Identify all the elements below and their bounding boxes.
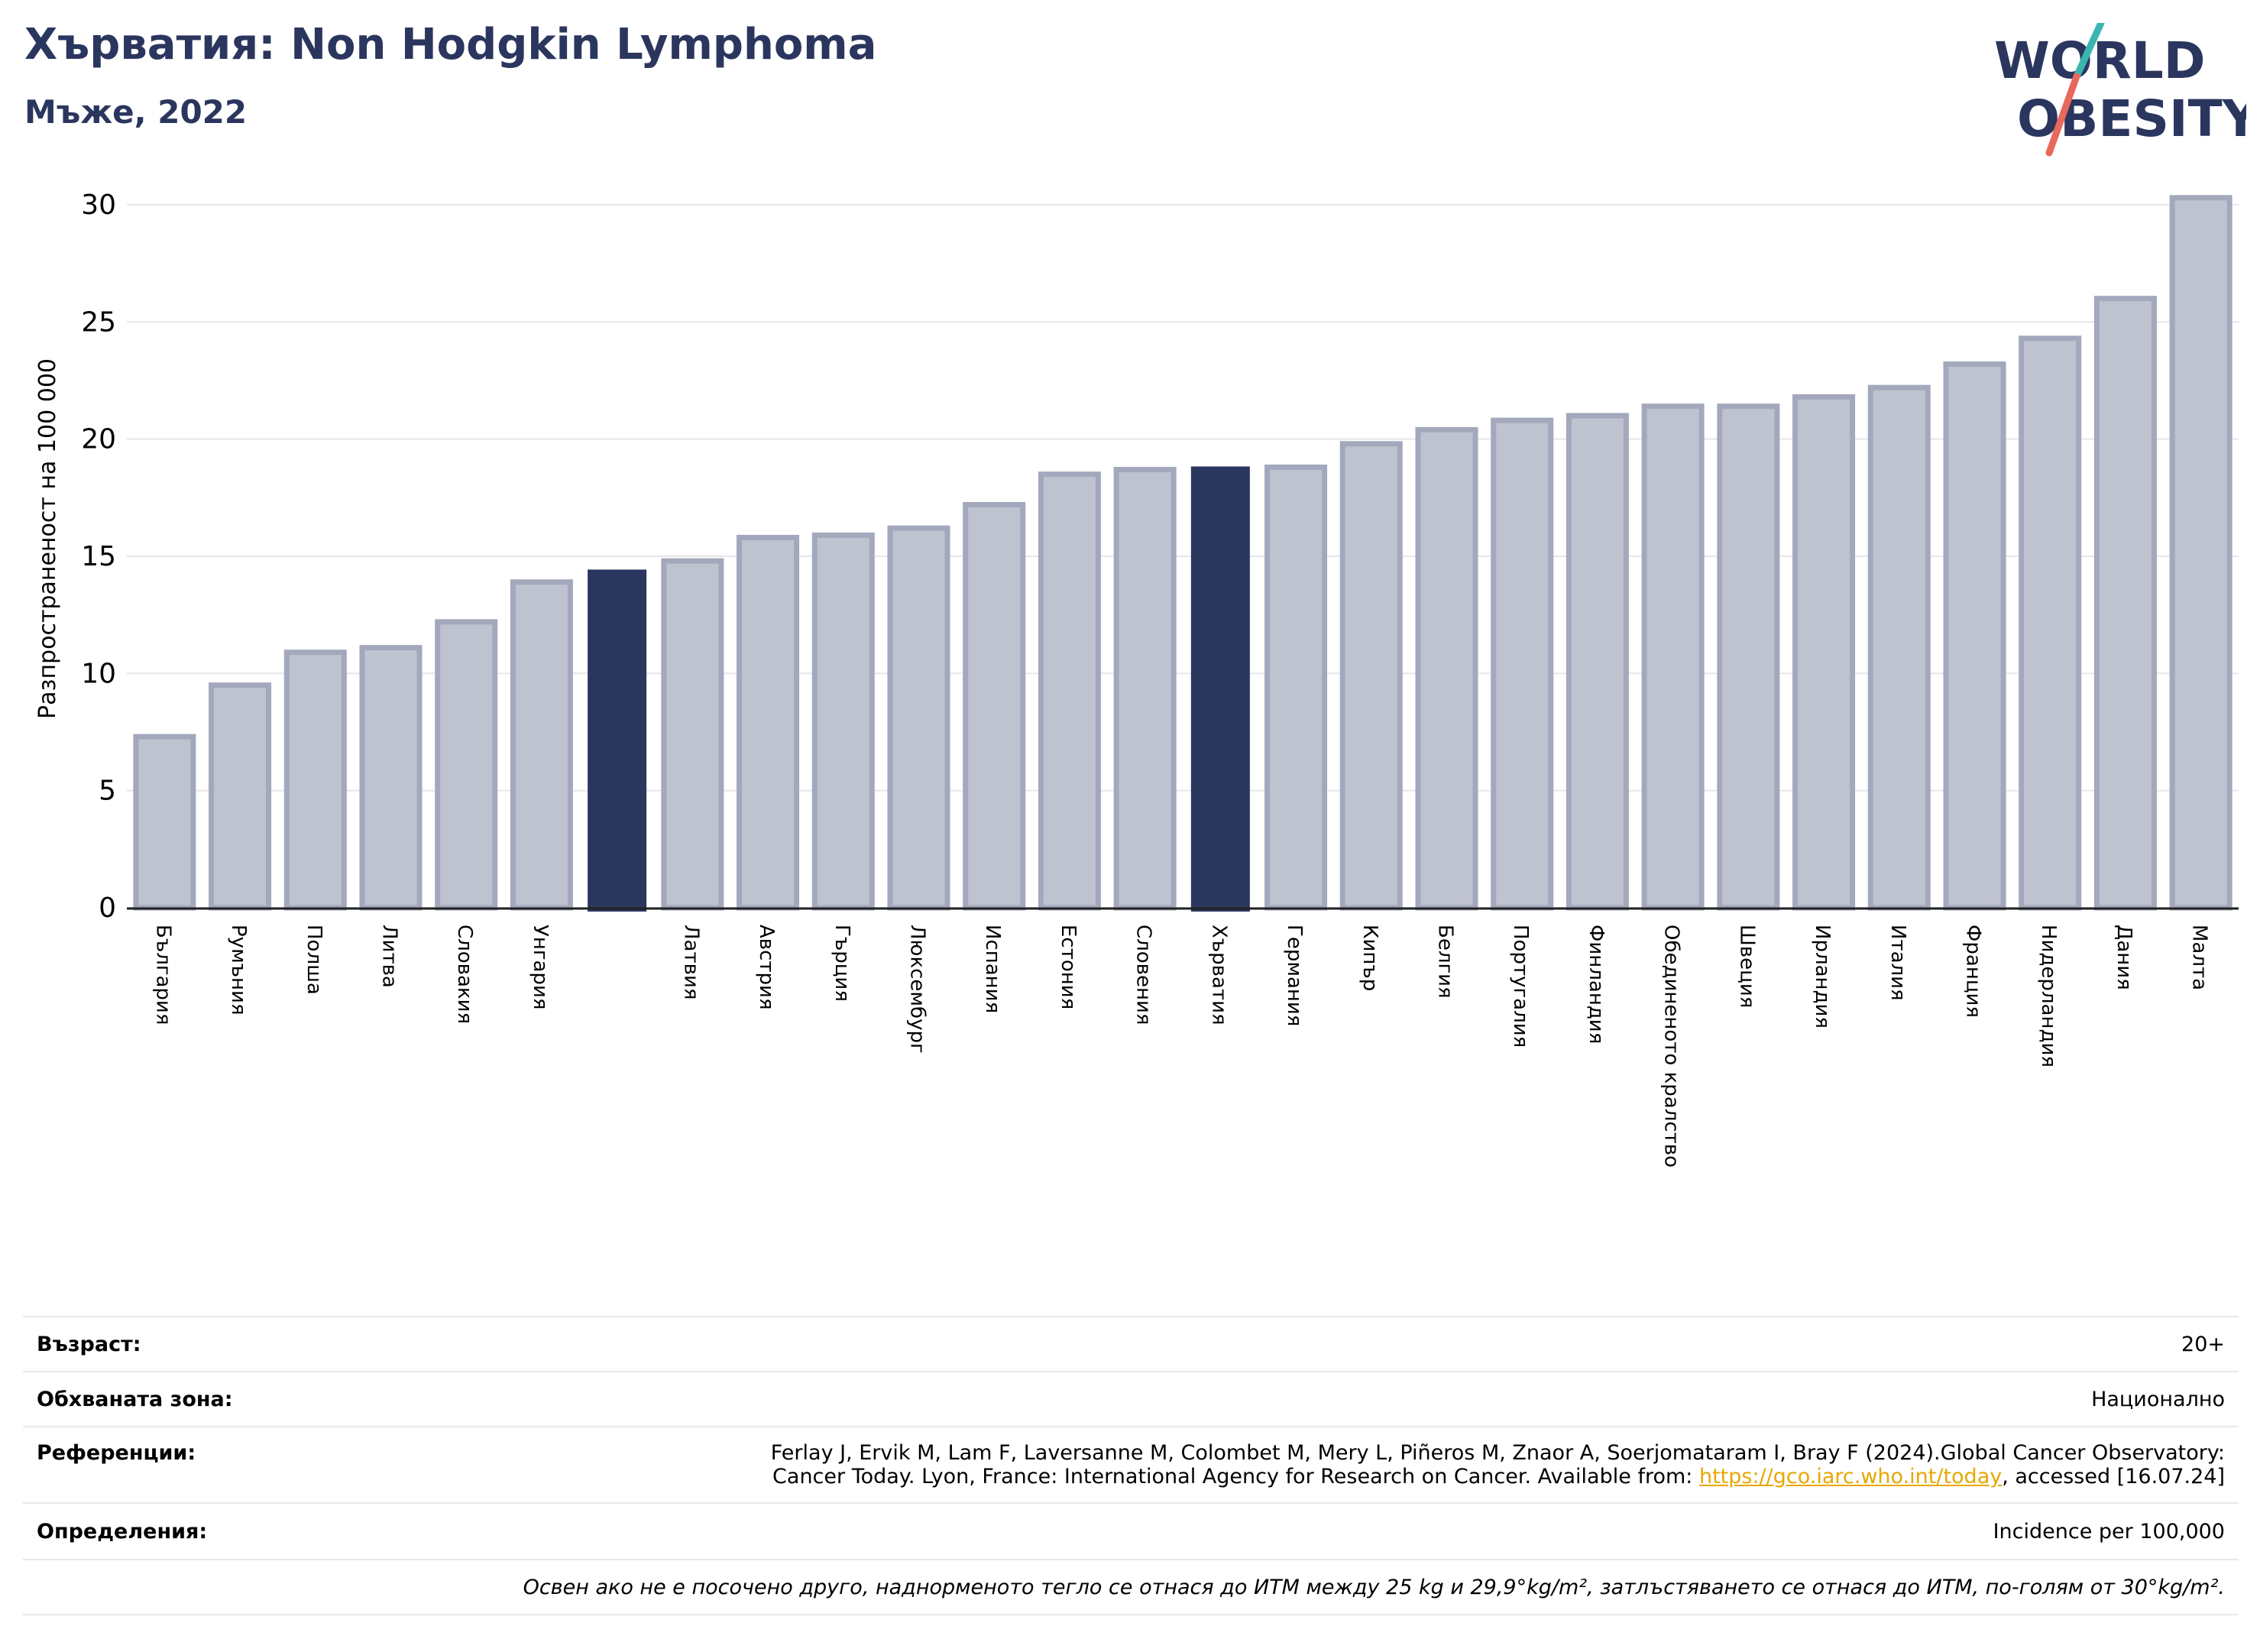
x-tick-label: Швеция — [1735, 925, 1758, 1008]
bar — [1190, 466, 1250, 912]
bar — [1943, 361, 2006, 911]
references-label: Референции: — [37, 1441, 196, 1465]
reference-link[interactable]: https://gco.iarc.who.int/today — [1698, 1465, 2003, 1488]
x-tick-label: Литва — [378, 925, 401, 988]
bar — [661, 558, 724, 911]
y-axis-label: Разпространеност на 100 000 — [34, 358, 61, 719]
x-tick-label: Словения — [1132, 925, 1155, 1025]
x-tick-label: България — [151, 925, 174, 1025]
x-tick-label: Франция — [1962, 925, 1985, 1018]
bar — [1565, 413, 1629, 911]
x-tick-label: Люксембург — [906, 925, 929, 1054]
bar — [1038, 471, 1101, 911]
bar — [2019, 335, 2082, 911]
bar — [1867, 384, 1931, 911]
footnote: Освен ако не е посочено друго, наднормен… — [523, 1575, 2225, 1599]
bar — [1264, 464, 1328, 911]
bar — [510, 579, 573, 911]
reference-line-1: Ferlay J, Ervik M, Lam F, Laversanne M, … — [770, 1441, 2225, 1465]
bar — [1641, 403, 1705, 911]
y-tick-label: 25 — [81, 306, 116, 338]
bar — [963, 502, 1026, 911]
x-axis-labels: България Румъния Полша Литва Словакия Унгария… — [151, 925, 2210, 1168]
x-tick-label: Естония — [1057, 925, 1080, 1009]
logo-slash-red-icon — [2045, 73, 2080, 157]
x-tick-label: Нидерландия — [2037, 925, 2060, 1067]
bar — [435, 619, 498, 911]
x-tick-label: Белгия — [1434, 925, 1457, 999]
bar — [737, 534, 800, 911]
info-table: Възраст: 20+ Обхваната зона: Национално … — [23, 1316, 2239, 1615]
zone-label: Обхваната зона: — [37, 1387, 233, 1411]
info-row-age: Възраст: 20+ — [23, 1316, 2239, 1371]
bar — [1339, 441, 1403, 911]
bars — [133, 195, 2232, 912]
x-tick-label: Румъния — [227, 925, 250, 1015]
x-tick-label: Обединеното кралство — [1660, 925, 1683, 1168]
info-row-note: Освен ако не е посочено друго, наднормен… — [23, 1559, 2239, 1615]
chart-subtitle: Мъже, 2022 — [24, 93, 248, 131]
y-tick-label: 10 — [81, 658, 116, 689]
x-tick-label: Австрия — [755, 925, 778, 1010]
y-tick-label: 0 — [99, 892, 116, 924]
y-tick-label: 5 — [99, 776, 116, 807]
x-tick-label: Португалия — [1509, 925, 1532, 1048]
bar — [2093, 296, 2157, 911]
bar — [2169, 195, 2232, 911]
x-tick-label: Латвия — [679, 925, 702, 1000]
x-tick-label: Кипър — [1358, 925, 1381, 991]
zone-value: Национално — [2091, 1387, 2225, 1411]
x-tick-label: Гърция — [831, 925, 853, 1002]
references-value: Ferlay J, Ervik M, Lam F, Laversanne M, … — [771, 1441, 2225, 1488]
world-obesity-logo: WORLD OBESITY — [1994, 23, 2246, 157]
bar — [1491, 417, 1554, 911]
x-tick-label: Ирландия — [1811, 925, 1834, 1028]
y-tick-label: 30 — [81, 189, 116, 221]
bar — [588, 569, 647, 912]
reference-line-2-pre: Cancer Today. Lyon, France: Internationa… — [772, 1465, 1699, 1488]
bar — [887, 525, 950, 911]
x-tick-label: Хърватия — [1207, 925, 1230, 1025]
x-tick-label: Финландия — [1585, 925, 1608, 1044]
bar — [1415, 426, 1478, 911]
bar — [209, 682, 272, 911]
y-axis-ticks: 0 5 10 15 20 25 30 — [81, 189, 116, 924]
x-tick-label: Дания — [2113, 925, 2135, 990]
bar — [1113, 467, 1177, 911]
age-value: 20+ — [2181, 1332, 2225, 1356]
y-tick-label: 15 — [81, 541, 116, 572]
x-tick-label: Испания — [981, 925, 1004, 1013]
x-tick-label: Малта — [2188, 925, 2211, 990]
chart-title: Хърватия: Non Hodgkin Lymphoma — [24, 20, 877, 70]
info-row-zone: Обхваната зона: Национално — [23, 1371, 2239, 1426]
bar — [133, 734, 196, 911]
x-tick-label: Полша — [303, 925, 325, 995]
info-row-definitions: Определения: Incidence per 100,000 — [23, 1502, 2239, 1559]
definitions-value: Incidence per 100,000 — [1993, 1519, 2225, 1543]
logo-slash-teal-icon — [2073, 23, 2105, 80]
y-tick-label: 20 — [81, 424, 116, 455]
x-tick-label: Словакия — [453, 925, 476, 1024]
reference-line-2-post: , accessed [16.07.24] — [2002, 1465, 2225, 1488]
bar — [359, 645, 423, 911]
x-tick-label: Унгария — [529, 925, 552, 1009]
bar — [1792, 394, 1856, 911]
x-tick-label: Германия — [1283, 925, 1306, 1026]
age-label: Възраст: — [37, 1332, 141, 1356]
info-row-references: Референции: Ferlay J, Ervik M, Lam F, La… — [23, 1426, 2239, 1502]
bar — [283, 649, 347, 911]
definitions-label: Определения: — [37, 1519, 208, 1543]
x-tick-label: Италия — [1886, 925, 1909, 1001]
bar — [1717, 403, 1780, 911]
bar — [811, 532, 875, 911]
bar-chart: 0 5 10 15 20 25 30 България Румъния Полша Литва Сл… — [34, 189, 2239, 1168]
logo-text-world: WORLD — [1994, 31, 2206, 90]
